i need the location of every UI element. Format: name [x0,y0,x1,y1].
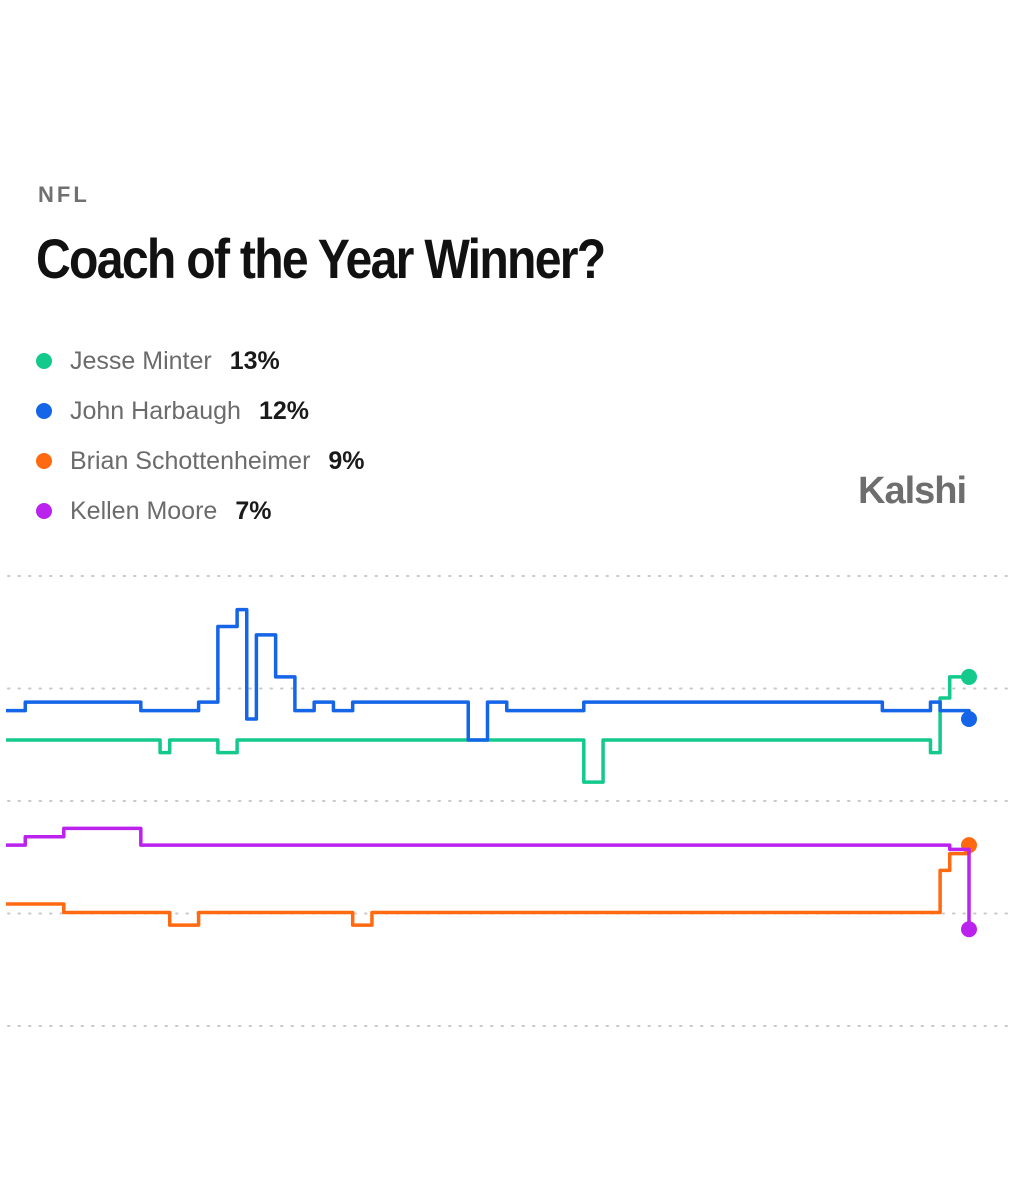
series-line [6,607,971,742]
page-title: Coach of the Year Winner? [36,227,606,290]
legend: Jesse Minter 13% John Harbaugh 12% Brian… [36,336,365,536]
legend-name: John Harbaugh [70,396,241,425]
legend-name: Brian Schottenheimer [70,446,311,475]
series-endpoint [961,710,977,727]
legend-dot-icon [36,503,52,519]
kalshi-logo: Kalshi [858,470,967,512]
chart-grid [7,575,1017,1027]
line-chart [6,575,1017,1027]
legend-item: Kellen Moore 7% [36,486,365,536]
legend-name: Kellen Moore [70,496,218,525]
legend-item: John Harbaugh 12% [36,386,365,436]
series-line [6,675,969,784]
legend-dot-icon [36,353,52,369]
legend-value: 12% [258,396,310,425]
series-endpoint [961,921,977,938]
legend-name: Jesse Minter [70,346,212,375]
legend-value: 9% [328,446,365,475]
legend-value: 7% [235,496,272,525]
legend-dot-icon [36,453,52,469]
legend-item: Jesse Minter 13% [36,336,365,386]
legend-value: 13% [229,346,280,375]
series-endpoint [961,668,977,685]
legend-dot-icon [36,403,52,419]
series-line [6,826,971,930]
series-line [6,845,971,927]
category-label: NFL [38,182,90,207]
legend-item: Brian Schottenheimer 9% [36,436,365,486]
chart-series [6,607,977,938]
